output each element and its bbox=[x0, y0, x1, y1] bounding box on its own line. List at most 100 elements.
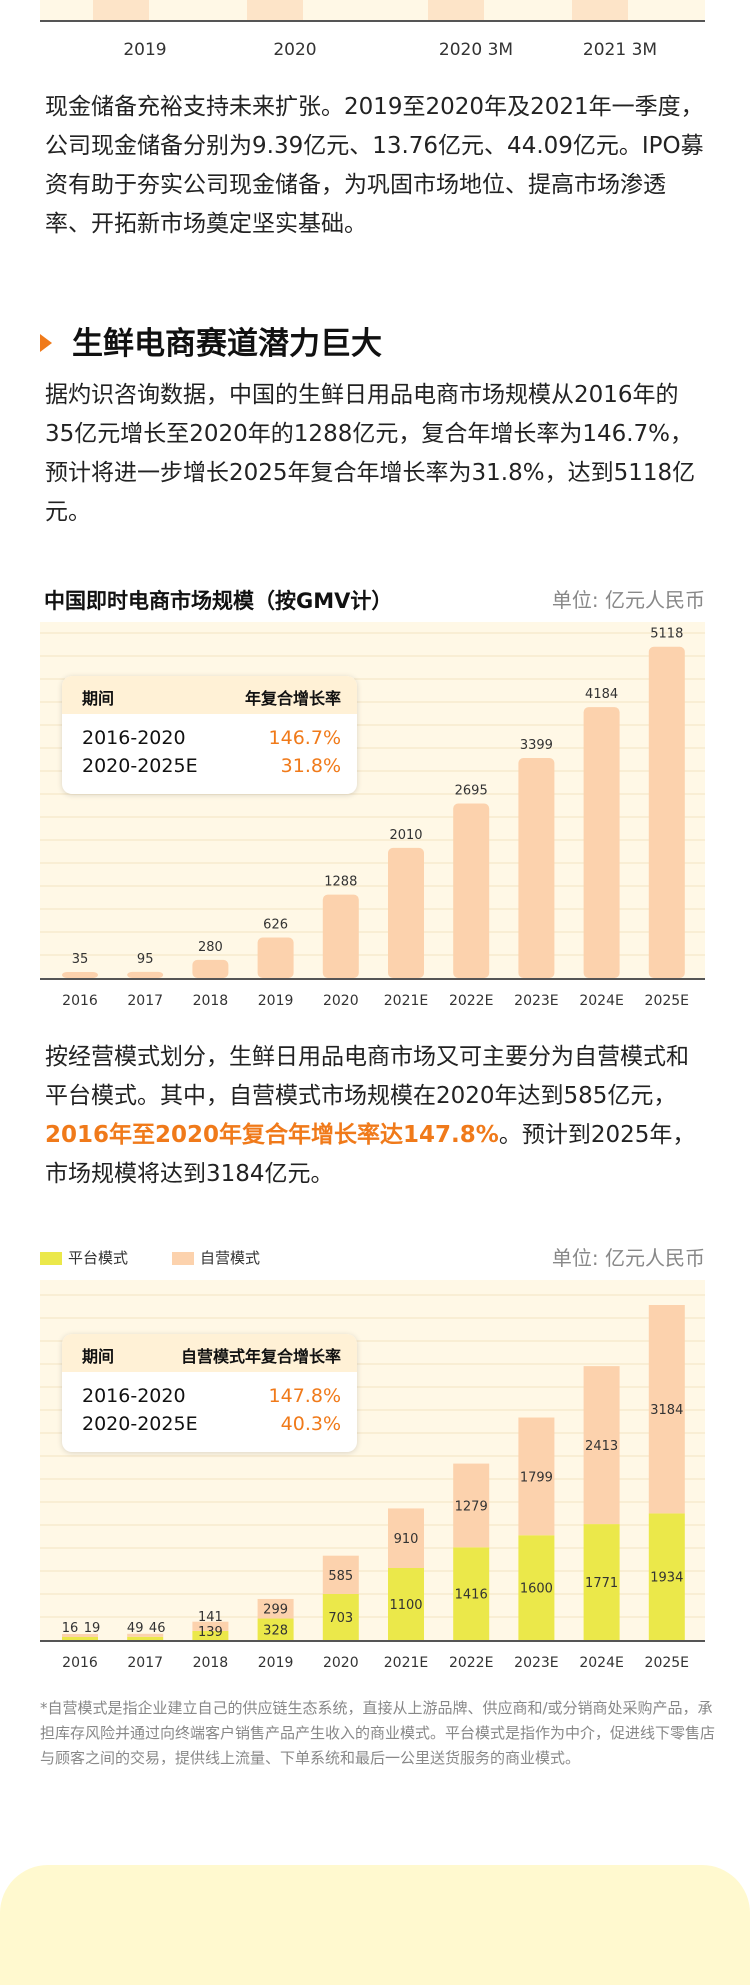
chart1-value-label: 95 bbox=[137, 952, 154, 967]
paragraph-market-size: 据灼识咨询数据，中国的生鲜日用品电商市场规模从2016年的35亿元增长至2020… bbox=[45, 382, 696, 525]
paragraph-text: 。预计到2025年，市场规模将达到3184亿元。 bbox=[45, 1122, 696, 1187]
cagr-rate: 147.8% bbox=[268, 1385, 341, 1407]
chart2-x-axis bbox=[40, 1640, 705, 1642]
chart2-bar-self-operated bbox=[192, 1621, 229, 1631]
chart2-bar-platform bbox=[257, 1618, 294, 1640]
top-chart-bar bbox=[93, 0, 149, 20]
chart1-value-label: 2695 bbox=[455, 784, 488, 799]
chart1-bar bbox=[127, 971, 164, 978]
chart2-x-tick: 2017 bbox=[127, 1655, 163, 1671]
chart2-bar-self-operated bbox=[648, 1305, 685, 1514]
top-chart-x-label: 2021 3M bbox=[582, 40, 658, 60]
cagr-period: 2016-2020 bbox=[82, 1385, 186, 1407]
highlight-text: 2016年至2020年复合年增长率达147.8% bbox=[45, 1122, 499, 1148]
chart1-bar bbox=[257, 937, 294, 978]
chart2-bar-self-operated bbox=[388, 1508, 424, 1568]
chart2-value-label-self-operated: 46 bbox=[149, 1621, 166, 1636]
top-chart-x-label: 2020 bbox=[273, 40, 317, 60]
chart2-bar-platform bbox=[62, 1637, 98, 1640]
legend-swatch bbox=[40, 1252, 62, 1265]
chart2-value-label-self-operated: 3184 bbox=[650, 1403, 683, 1418]
cagr-period: 2016-2020 bbox=[82, 727, 186, 749]
cagr-col-rate: 自营模式年复合增长率 bbox=[180, 1347, 341, 1366]
chart1-x-tick: 2025E bbox=[645, 993, 689, 1009]
cagr-col-period: 期间 bbox=[82, 1347, 115, 1366]
legend-label: 自营模式 bbox=[200, 1249, 261, 1267]
chart1-svg: 35 2016 95 2017 280 2018 626 2019 1288 2020 2010 20… bbox=[40, 627, 705, 1009]
chart2-x-tick: 2018 bbox=[193, 1655, 229, 1671]
chart1-bar bbox=[388, 847, 424, 978]
chart2-value-label-platform: 139 bbox=[198, 1625, 223, 1640]
chart2-cagr-table: 期间 自营模式年复合增长率 2016-2020 147.8% 2020-2025E… bbox=[62, 1334, 357, 1452]
chart1-value-label: 2010 bbox=[389, 828, 422, 843]
legend-label: 平台模式 bbox=[68, 1249, 129, 1267]
chart2-value-label-self-operated: 1799 bbox=[520, 1470, 553, 1485]
chart2-value-label-platform: 1771 bbox=[585, 1576, 618, 1591]
chart2-x-tick: 2023E bbox=[514, 1655, 558, 1671]
chart2-bar-self-operated bbox=[62, 1634, 98, 1637]
chart2-value-label-self-operated: 2413 bbox=[585, 1439, 618, 1454]
bottom-card bbox=[0, 1865, 750, 1985]
chart1-value-label: 5118 bbox=[650, 627, 683, 642]
cagr-row: 2016-2020 146.7% bbox=[82, 727, 341, 749]
chart1-x-tick: 2020 bbox=[323, 993, 359, 1009]
chart1-value-label: 4184 bbox=[585, 687, 618, 702]
chart2-x-tick: 2021E bbox=[384, 1655, 428, 1671]
cagr-period: 2020-2025E bbox=[82, 1413, 198, 1435]
chart2-x-tick: 2022E bbox=[449, 1655, 493, 1671]
chart2-value-label-platform: 328 bbox=[263, 1623, 288, 1638]
chart2-value-label-platform: 49 bbox=[127, 1621, 144, 1636]
chart1-bar bbox=[518, 757, 555, 978]
chart2-value-label-platform: 1416 bbox=[455, 1588, 488, 1603]
chart2-bar-platform bbox=[648, 1513, 685, 1640]
legend-swatch bbox=[172, 1252, 194, 1265]
legend-item-self-operated: 自营模式 bbox=[172, 1247, 260, 1268]
chart1-x-tick: 2021E bbox=[384, 993, 428, 1009]
top-chart-x-label: 2020 3M bbox=[438, 40, 514, 60]
top-chart-bar bbox=[247, 0, 303, 20]
cagr-col-period: 期间 bbox=[82, 689, 115, 708]
chart1-unit: 单位: 亿元人民币 bbox=[551, 588, 705, 612]
chart1-x-tick: 2016 bbox=[62, 993, 98, 1009]
chart2-bar-platform bbox=[453, 1547, 490, 1640]
chart1-cagr-table: 期间 年复合增长率 2016-2020 146.7% 2020-2025E 31.8… bbox=[62, 676, 357, 794]
cagr-row: 2016-2020 147.8% bbox=[82, 1385, 341, 1407]
chart1-x-tick: 2019 bbox=[258, 993, 294, 1009]
legend-item-platform: 平台模式 bbox=[40, 1247, 128, 1268]
chart2-bar-platform bbox=[127, 1636, 164, 1640]
chart2-value-label-self-operated: 910 bbox=[394, 1532, 419, 1547]
chart1-bar bbox=[453, 803, 490, 978]
chart1-bar bbox=[62, 972, 98, 978]
chart2-value-label-platform: 16 bbox=[62, 1621, 79, 1636]
chart1-value-label: 35 bbox=[72, 952, 89, 967]
chart1-x-tick: 2024E bbox=[579, 993, 623, 1009]
chart2-bar-platform bbox=[322, 1593, 359, 1640]
chart2-x-tick: 2020 bbox=[323, 1655, 359, 1671]
chart2-bar-platform bbox=[192, 1630, 229, 1640]
cagr-rate: 146.7% bbox=[268, 727, 341, 749]
chart2-bar-self-operated bbox=[322, 1555, 359, 1594]
cagr-row: 2020-2025E 40.3% bbox=[82, 1413, 341, 1435]
top-chart-bar bbox=[428, 0, 484, 20]
chart2-x-tick: 2019 bbox=[258, 1655, 294, 1671]
chart1-x-axis bbox=[40, 978, 705, 980]
chart2-bar-self-operated bbox=[257, 1598, 294, 1619]
chart2-value-label-platform: 1600 bbox=[520, 1582, 553, 1597]
chart2-value-label-self-operated: 1279 bbox=[455, 1499, 488, 1514]
chart1-x-tick: 2022E bbox=[449, 993, 493, 1009]
chart2-x-tick: 2025E bbox=[645, 1655, 689, 1671]
chart2-value-label-self-operated: 19 bbox=[84, 1621, 101, 1636]
chart2-x-tick: 2024E bbox=[579, 1655, 623, 1671]
cagr-rate: 31.8% bbox=[280, 755, 341, 777]
cagr-row: 2020-2025E 31.8% bbox=[82, 755, 341, 777]
cagr-col-rate: 年复合增长率 bbox=[244, 689, 341, 708]
chart1-bar bbox=[322, 894, 359, 978]
section-title: 生鲜电商赛道潜力巨大 bbox=[40, 318, 382, 363]
chart2-bar-self-operated bbox=[127, 1633, 164, 1637]
chart1-value-label: 3399 bbox=[520, 738, 553, 753]
chart2-value-label-self-operated: 299 bbox=[263, 1603, 288, 1618]
chart2-bar-self-operated bbox=[518, 1417, 555, 1536]
chart2-value-label-self-operated: 141 bbox=[198, 1610, 223, 1625]
top-chart-axis bbox=[40, 20, 705, 22]
